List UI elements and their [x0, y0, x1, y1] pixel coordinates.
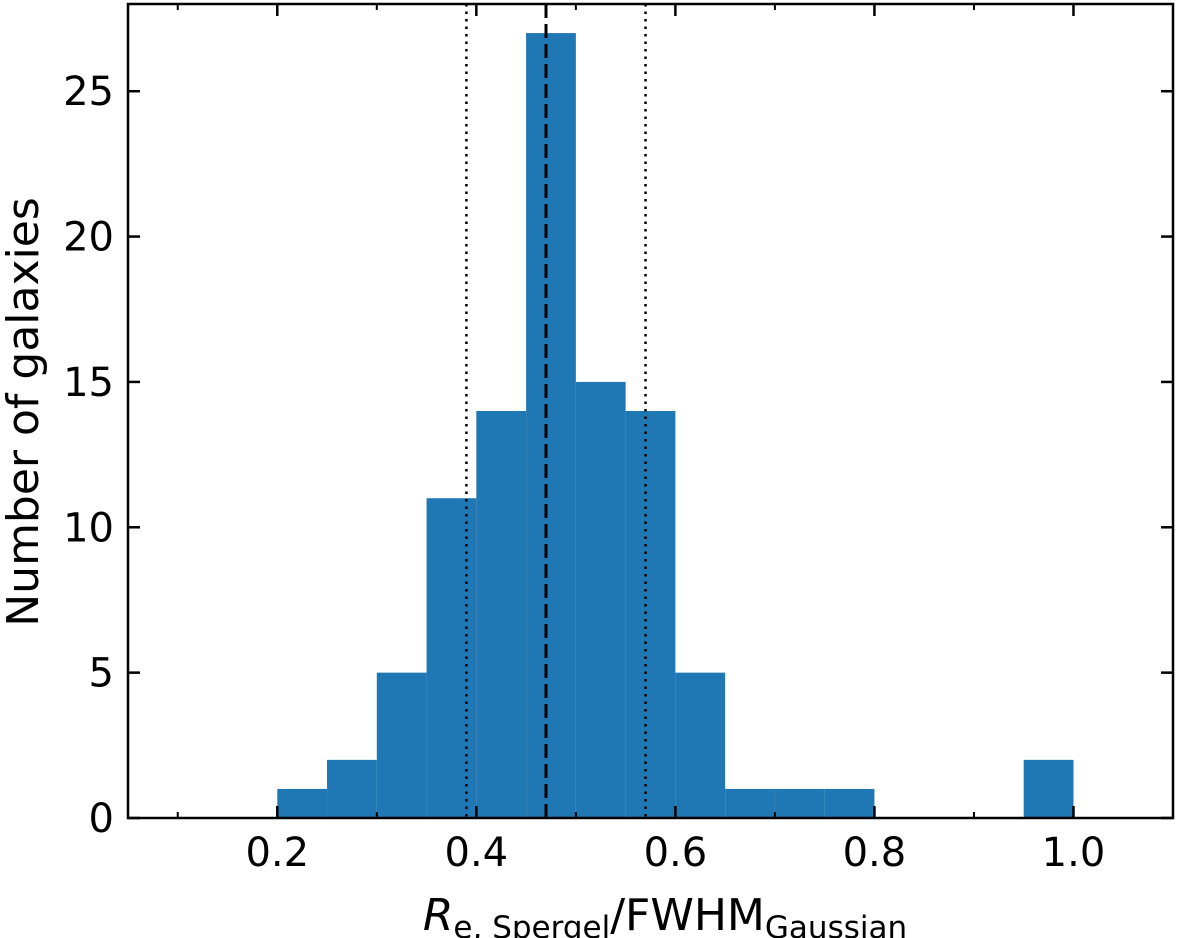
y-axis-label: Number of galaxies [0, 197, 49, 626]
histogram-bar [1023, 759, 1074, 818]
y-tick-label: 10 [63, 505, 114, 551]
histogram-bar [526, 33, 576, 819]
y-axis-ticks: 0 5 10 15 20 25 [63, 69, 1173, 842]
x-axis-ticks: 0.2 0.4 0.6 0.8 1.0 [176, 4, 1174, 876]
x-label-denominator-subscript: Gaussian [765, 910, 907, 938]
y-tick-label: 25 [63, 69, 114, 115]
x-tick-label: 0.4 [445, 830, 509, 876]
histogram-bar [376, 672, 427, 818]
y-tick-label: 20 [63, 215, 114, 261]
y-tick-label: 5 [89, 651, 114, 697]
x-tick-label: 0.6 [644, 830, 708, 876]
histogram-bar [625, 411, 676, 818]
histogram-bar [327, 759, 377, 818]
reference-lines [465, 4, 647, 818]
histogram-bar [426, 498, 477, 818]
x-axis-label: Re, Spergel/FWHMGaussian [423, 890, 907, 938]
x-tick-label: 0.2 [245, 830, 309, 876]
x-label-divider: / [610, 890, 625, 938]
y-tick-label: 0 [89, 796, 114, 842]
y-tick-label: 15 [63, 360, 114, 406]
histogram-bar [675, 672, 726, 818]
histogram-bar [725, 788, 775, 818]
x-label-denominator: FWHM [625, 890, 765, 938]
histogram-bar [575, 381, 626, 818]
histogram-bar [476, 411, 527, 818]
x-label-symbol-subscript: e, Spergel [453, 910, 610, 938]
x-tick-label: 0.8 [843, 830, 907, 876]
x-tick-label: 1.0 [1042, 830, 1106, 876]
histogram-bar [824, 788, 875, 818]
plot-frame [126, 2, 1175, 820]
histogram-bar [277, 788, 328, 818]
histogram-bar [774, 788, 825, 818]
x-label-symbol: R [423, 890, 454, 938]
histogram-bars [277, 33, 1074, 819]
